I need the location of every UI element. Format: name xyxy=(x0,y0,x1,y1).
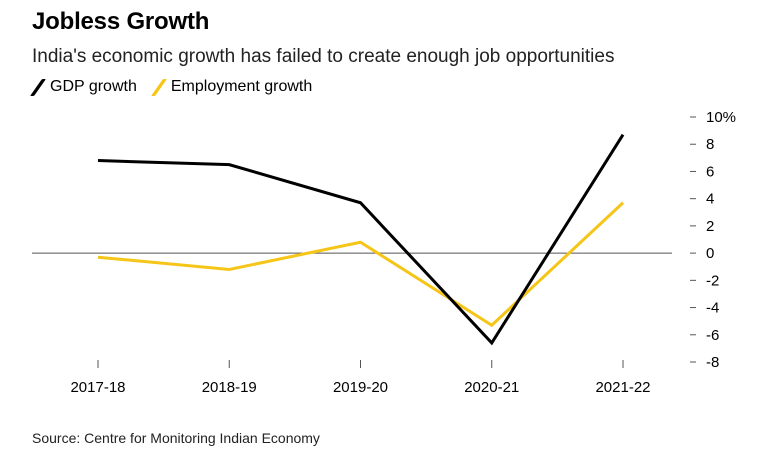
chart-title: Jobless Growth xyxy=(32,8,210,35)
x-tick-label: 2020-21 xyxy=(464,379,519,396)
x-tick-label: 2018-19 xyxy=(202,379,257,396)
y-tick-label: 2 xyxy=(706,218,714,235)
y-tick-label: -2 xyxy=(706,272,719,289)
x-tick-label: 2021-22 xyxy=(595,379,650,396)
y-tick-label: -6 xyxy=(706,327,719,344)
chart-legend: GDP growth Employment growth xyxy=(30,78,328,96)
y-tick-label: 4 xyxy=(706,191,714,208)
legend-item-employment: Employment growth xyxy=(150,78,313,96)
y-tick-label: 8 xyxy=(706,136,714,153)
y-tick-label: 10% xyxy=(706,109,736,126)
chart-subtitle: India's economic growth has failed to cr… xyxy=(32,46,615,67)
y-tick-label: 0 xyxy=(706,245,714,262)
legend-item-gdp: GDP growth xyxy=(30,78,137,96)
y-tick-label: -8 xyxy=(706,354,719,371)
x-tick-label: 2019-20 xyxy=(333,379,388,396)
y-tick-label: -4 xyxy=(706,300,719,317)
y-tick-label: 6 xyxy=(706,163,714,180)
x-tick-label: 2017-18 xyxy=(70,379,125,396)
series-line-gdp-growth xyxy=(97,133,625,346)
legend-label-employment: Employment growth xyxy=(170,78,313,95)
legend-label-gdp: GDP growth xyxy=(50,78,137,95)
chart-source: Source: Centre for Monitoring Indian Eco… xyxy=(32,430,320,446)
series-line-employment-growth xyxy=(97,201,625,328)
